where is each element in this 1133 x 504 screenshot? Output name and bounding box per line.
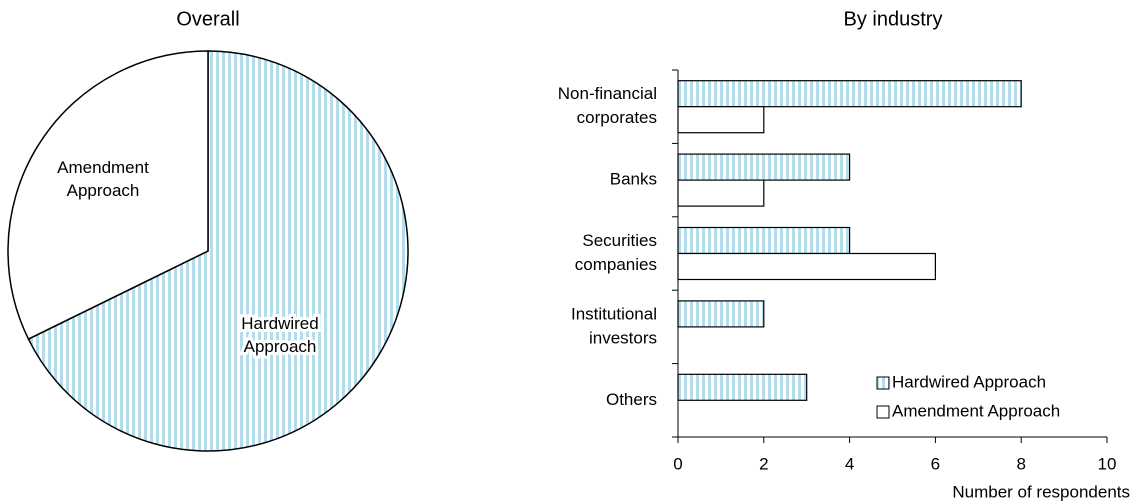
legend-label: Hardwired Approach [892, 372, 1046, 391]
y-tick-label: Securities [582, 231, 657, 250]
x-axis-label: Number of respondents [952, 482, 1130, 501]
bar [677, 373, 808, 401]
slice-label: Approach [244, 337, 317, 356]
y-tick-label: Banks [610, 170, 657, 189]
y-tick-label: investors [589, 328, 657, 347]
y-tick-label: companies [575, 255, 657, 274]
y-tick-label: corporates [577, 108, 657, 127]
bar [677, 252, 936, 281]
slice-label: Amendment [57, 158, 149, 177]
pie-title: Overall [176, 8, 239, 30]
bar [677, 80, 1022, 108]
legend-label: Amendment Approach [892, 401, 1060, 420]
x-tick-label: 2 [759, 454, 768, 473]
bar-title: By industry [844, 8, 943, 30]
bar [677, 226, 851, 255]
x-tick-label: 0 [673, 454, 682, 473]
y-tick-label: Others [606, 390, 657, 409]
pie-slice [7, 50, 209, 341]
bar [677, 106, 765, 134]
y-tick-label: Institutional [571, 304, 657, 323]
x-tick-label: 6 [931, 454, 940, 473]
legend-swatch [876, 376, 890, 390]
x-tick-label: 10 [1098, 454, 1117, 473]
y-tick-label: Non-financial [558, 84, 657, 103]
slice-label: Hardwired [241, 314, 318, 333]
legend-swatch [876, 405, 890, 419]
x-tick-label: 8 [1016, 454, 1025, 473]
pie-slice [27, 50, 409, 452]
x-tick-label: 4 [845, 454, 854, 473]
bar [677, 179, 765, 207]
slice-label: Approach [67, 181, 140, 200]
bar [677, 300, 765, 328]
bar [677, 153, 851, 181]
